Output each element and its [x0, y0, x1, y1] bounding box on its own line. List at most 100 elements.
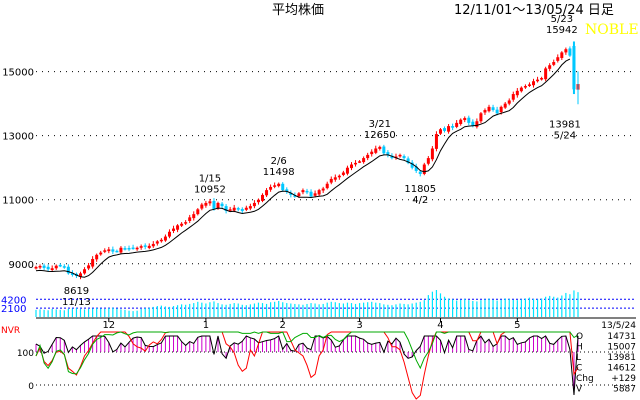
candle-body: [228, 209, 232, 211]
candle-body: [418, 171, 422, 174]
candle: [532, 78, 536, 88]
candle-body: [212, 200, 216, 210]
candle: [131, 244, 135, 250]
info-row-key: C: [576, 364, 582, 374]
candle-body: [66, 266, 70, 274]
candle: [556, 54, 560, 63]
annotation-date: 2/6: [271, 156, 287, 167]
candle-body: [99, 252, 103, 255]
candle-body: [159, 239, 163, 242]
candle: [111, 246, 115, 255]
candle: [495, 106, 499, 116]
price-y-tick-label: 9000: [9, 260, 34, 271]
moving-average-line: [35, 58, 571, 278]
candle: [515, 88, 519, 98]
candle: [536, 76, 540, 83]
candle: [564, 47, 568, 55]
candle: [451, 123, 455, 131]
candle-body: [527, 84, 531, 86]
candle-body: [362, 158, 366, 163]
candle-body: [434, 134, 438, 149]
candle: [91, 256, 95, 269]
candle-body: [475, 121, 479, 127]
candle-body: [34, 266, 38, 269]
candle-body: [507, 100, 511, 104]
candle: [163, 234, 167, 242]
candle: [269, 184, 273, 192]
candle: [87, 262, 91, 271]
annotation-date: 3/21: [369, 119, 391, 130]
candle: [418, 170, 422, 177]
candle: [414, 163, 418, 173]
candle-body: [38, 266, 42, 268]
chart-title: 平均株価: [272, 3, 324, 18]
candle: [321, 186, 325, 193]
candle-body: [536, 79, 540, 82]
candle-body: [261, 194, 265, 201]
info-row-key: H: [576, 343, 583, 353]
candle: [42, 263, 46, 270]
candle-body: [204, 202, 208, 206]
candle-body: [382, 146, 386, 154]
nvr-label: NVR: [1, 326, 20, 336]
volume-bars: [35, 290, 579, 317]
candle: [54, 264, 58, 270]
candle: [244, 205, 248, 212]
candle-body: [495, 109, 499, 114]
candle-body: [337, 175, 341, 178]
candle-body: [447, 126, 451, 132]
candle-body: [402, 156, 406, 159]
nvr-oscillator-panel: 100 0: [17, 331, 636, 400]
candle-body: [42, 265, 46, 268]
candle-body: [564, 49, 568, 53]
candle: [172, 225, 176, 234]
month-tick-label: 12: [102, 320, 115, 331]
candle-body: [313, 193, 317, 196]
candle: [236, 206, 240, 212]
candle: [487, 104, 491, 113]
candle: [305, 188, 309, 195]
month-tick-label: 5: [514, 320, 520, 331]
candle: [220, 202, 224, 209]
brand-watermark: NOBLE: [585, 22, 639, 38]
candle: [103, 248, 107, 254]
candle-body: [256, 199, 260, 203]
candle-body: [572, 46, 576, 90]
candle: [95, 253, 99, 262]
candle: [519, 86, 523, 93]
candle-body: [438, 129, 442, 134]
candle-body: [378, 146, 382, 149]
candle: [184, 220, 188, 226]
month-tick-label: 4: [437, 320, 443, 331]
info-row-value: 13981: [607, 353, 636, 363]
candle: [115, 249, 119, 253]
candle: [374, 145, 378, 155]
candle: [560, 51, 564, 61]
month-tick-label: 3: [356, 320, 362, 331]
candle: [544, 66, 548, 82]
candle: [370, 149, 374, 157]
candle-body: [273, 185, 277, 187]
candle: [50, 265, 54, 272]
date-range-label: 12/11/01～13/05/24 日足: [454, 3, 614, 18]
oscillator-green-line: [35, 331, 579, 375]
candle-body: [252, 202, 256, 207]
info-row-value: 14612: [607, 364, 636, 374]
annotation-date: 1/15: [199, 173, 221, 184]
candle: [366, 152, 370, 161]
candle-body: [119, 247, 123, 253]
info-row-value: +129: [611, 374, 636, 384]
candle: [273, 182, 277, 189]
candle: [196, 208, 200, 216]
candle-body: [532, 81, 536, 86]
info-row-key: V: [576, 385, 583, 395]
annotation-value: 8619: [64, 286, 89, 297]
volume-reference-label: 4200: [1, 295, 26, 306]
candlestick-series: [34, 41, 580, 280]
candle-body: [398, 154, 402, 157]
nvr-line: [35, 335, 579, 396]
candle: [252, 200, 256, 209]
